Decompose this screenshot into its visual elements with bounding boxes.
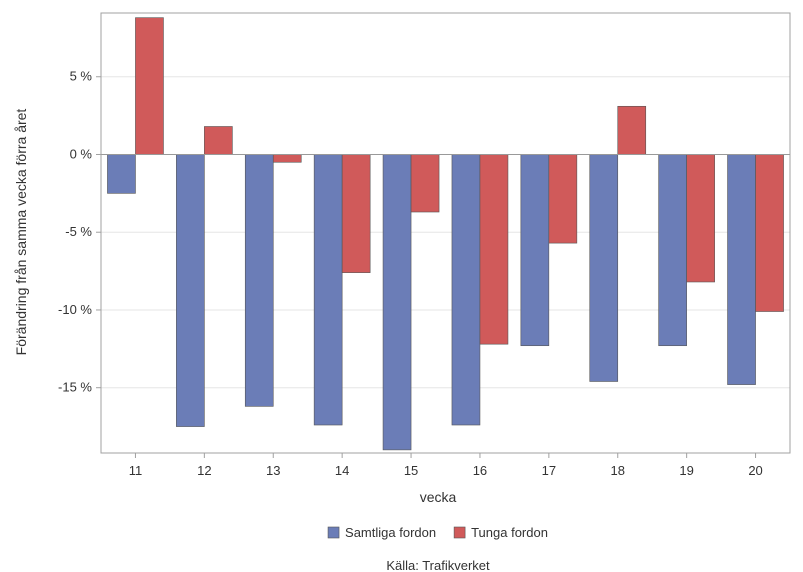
bar-tunga-14 — [341, 154, 371, 273]
bar-samtliga-17 — [520, 154, 550, 347]
legend-label: Samtliga fordon — [345, 525, 436, 540]
bar-samtliga-16 — [451, 154, 481, 426]
bar-tunga-12 — [204, 126, 233, 155]
bar-tunga-17 — [548, 154, 578, 244]
bar-samtliga-19 — [658, 154, 687, 347]
x-tick-label: 11 — [129, 463, 143, 478]
x-tick-label: 14 — [335, 463, 349, 478]
y-tick-label: -15 % — [58, 380, 92, 395]
x-tick-label: 18 — [611, 463, 625, 478]
source-note: Källa: Trafikverket — [386, 558, 490, 572]
legend-swatch — [327, 526, 340, 539]
bar-tunga-13 — [272, 154, 302, 163]
bar-samtliga-18 — [589, 154, 619, 382]
bar-samtliga-11 — [107, 154, 136, 194]
y-tick-label: -5 % — [65, 224, 92, 239]
x-tick-label: 15 — [404, 463, 418, 478]
y-axis-ticks: 5 % 0 % -5 % -10 % -15 % — [58, 69, 101, 395]
bar-tunga-20 — [755, 154, 784, 312]
x-tick-label: 19 — [679, 463, 693, 478]
bar-tunga-18 — [617, 105, 647, 155]
bars — [107, 17, 784, 451]
x-tick-label: 16 — [473, 463, 487, 478]
legend: Samtliga fordon Tunga fordon — [327, 525, 548, 540]
x-tick-label: 13 — [266, 463, 280, 478]
x-axis-ticks: 11 12 13 14 15 16 17 18 19 20 — [129, 453, 763, 478]
y-axis-label: Förändring från samma vecka förra året — [13, 109, 29, 356]
x-tick-label: 20 — [748, 463, 762, 478]
legend-swatch — [453, 526, 466, 539]
bar-tunga-15 — [410, 154, 440, 213]
x-tick-label: 12 — [197, 463, 211, 478]
bar-samtliga-15 — [382, 154, 412, 451]
bar-samtliga-13 — [244, 154, 274, 407]
y-tick-label: 0 % — [70, 146, 93, 161]
bar-tunga-11 — [135, 17, 164, 155]
bar-samtliga-12 — [176, 154, 205, 427]
bar-samtliga-14 — [313, 154, 343, 426]
legend-label: Tunga fordon — [471, 525, 548, 540]
y-tick-label: -10 % — [58, 302, 92, 317]
x-axis-label: vecka — [420, 489, 457, 505]
bar-tunga-16 — [479, 154, 509, 345]
bar-samtliga-20 — [727, 154, 756, 385]
legend-item: Tunga fordon — [453, 525, 548, 540]
plot-frame — [100, 12, 791, 454]
bar-tunga-19 — [686, 154, 715, 283]
x-tick-label: 17 — [542, 463, 556, 478]
y-tick-label: 5 % — [70, 69, 93, 84]
legend-item: Samtliga fordon — [327, 525, 436, 540]
